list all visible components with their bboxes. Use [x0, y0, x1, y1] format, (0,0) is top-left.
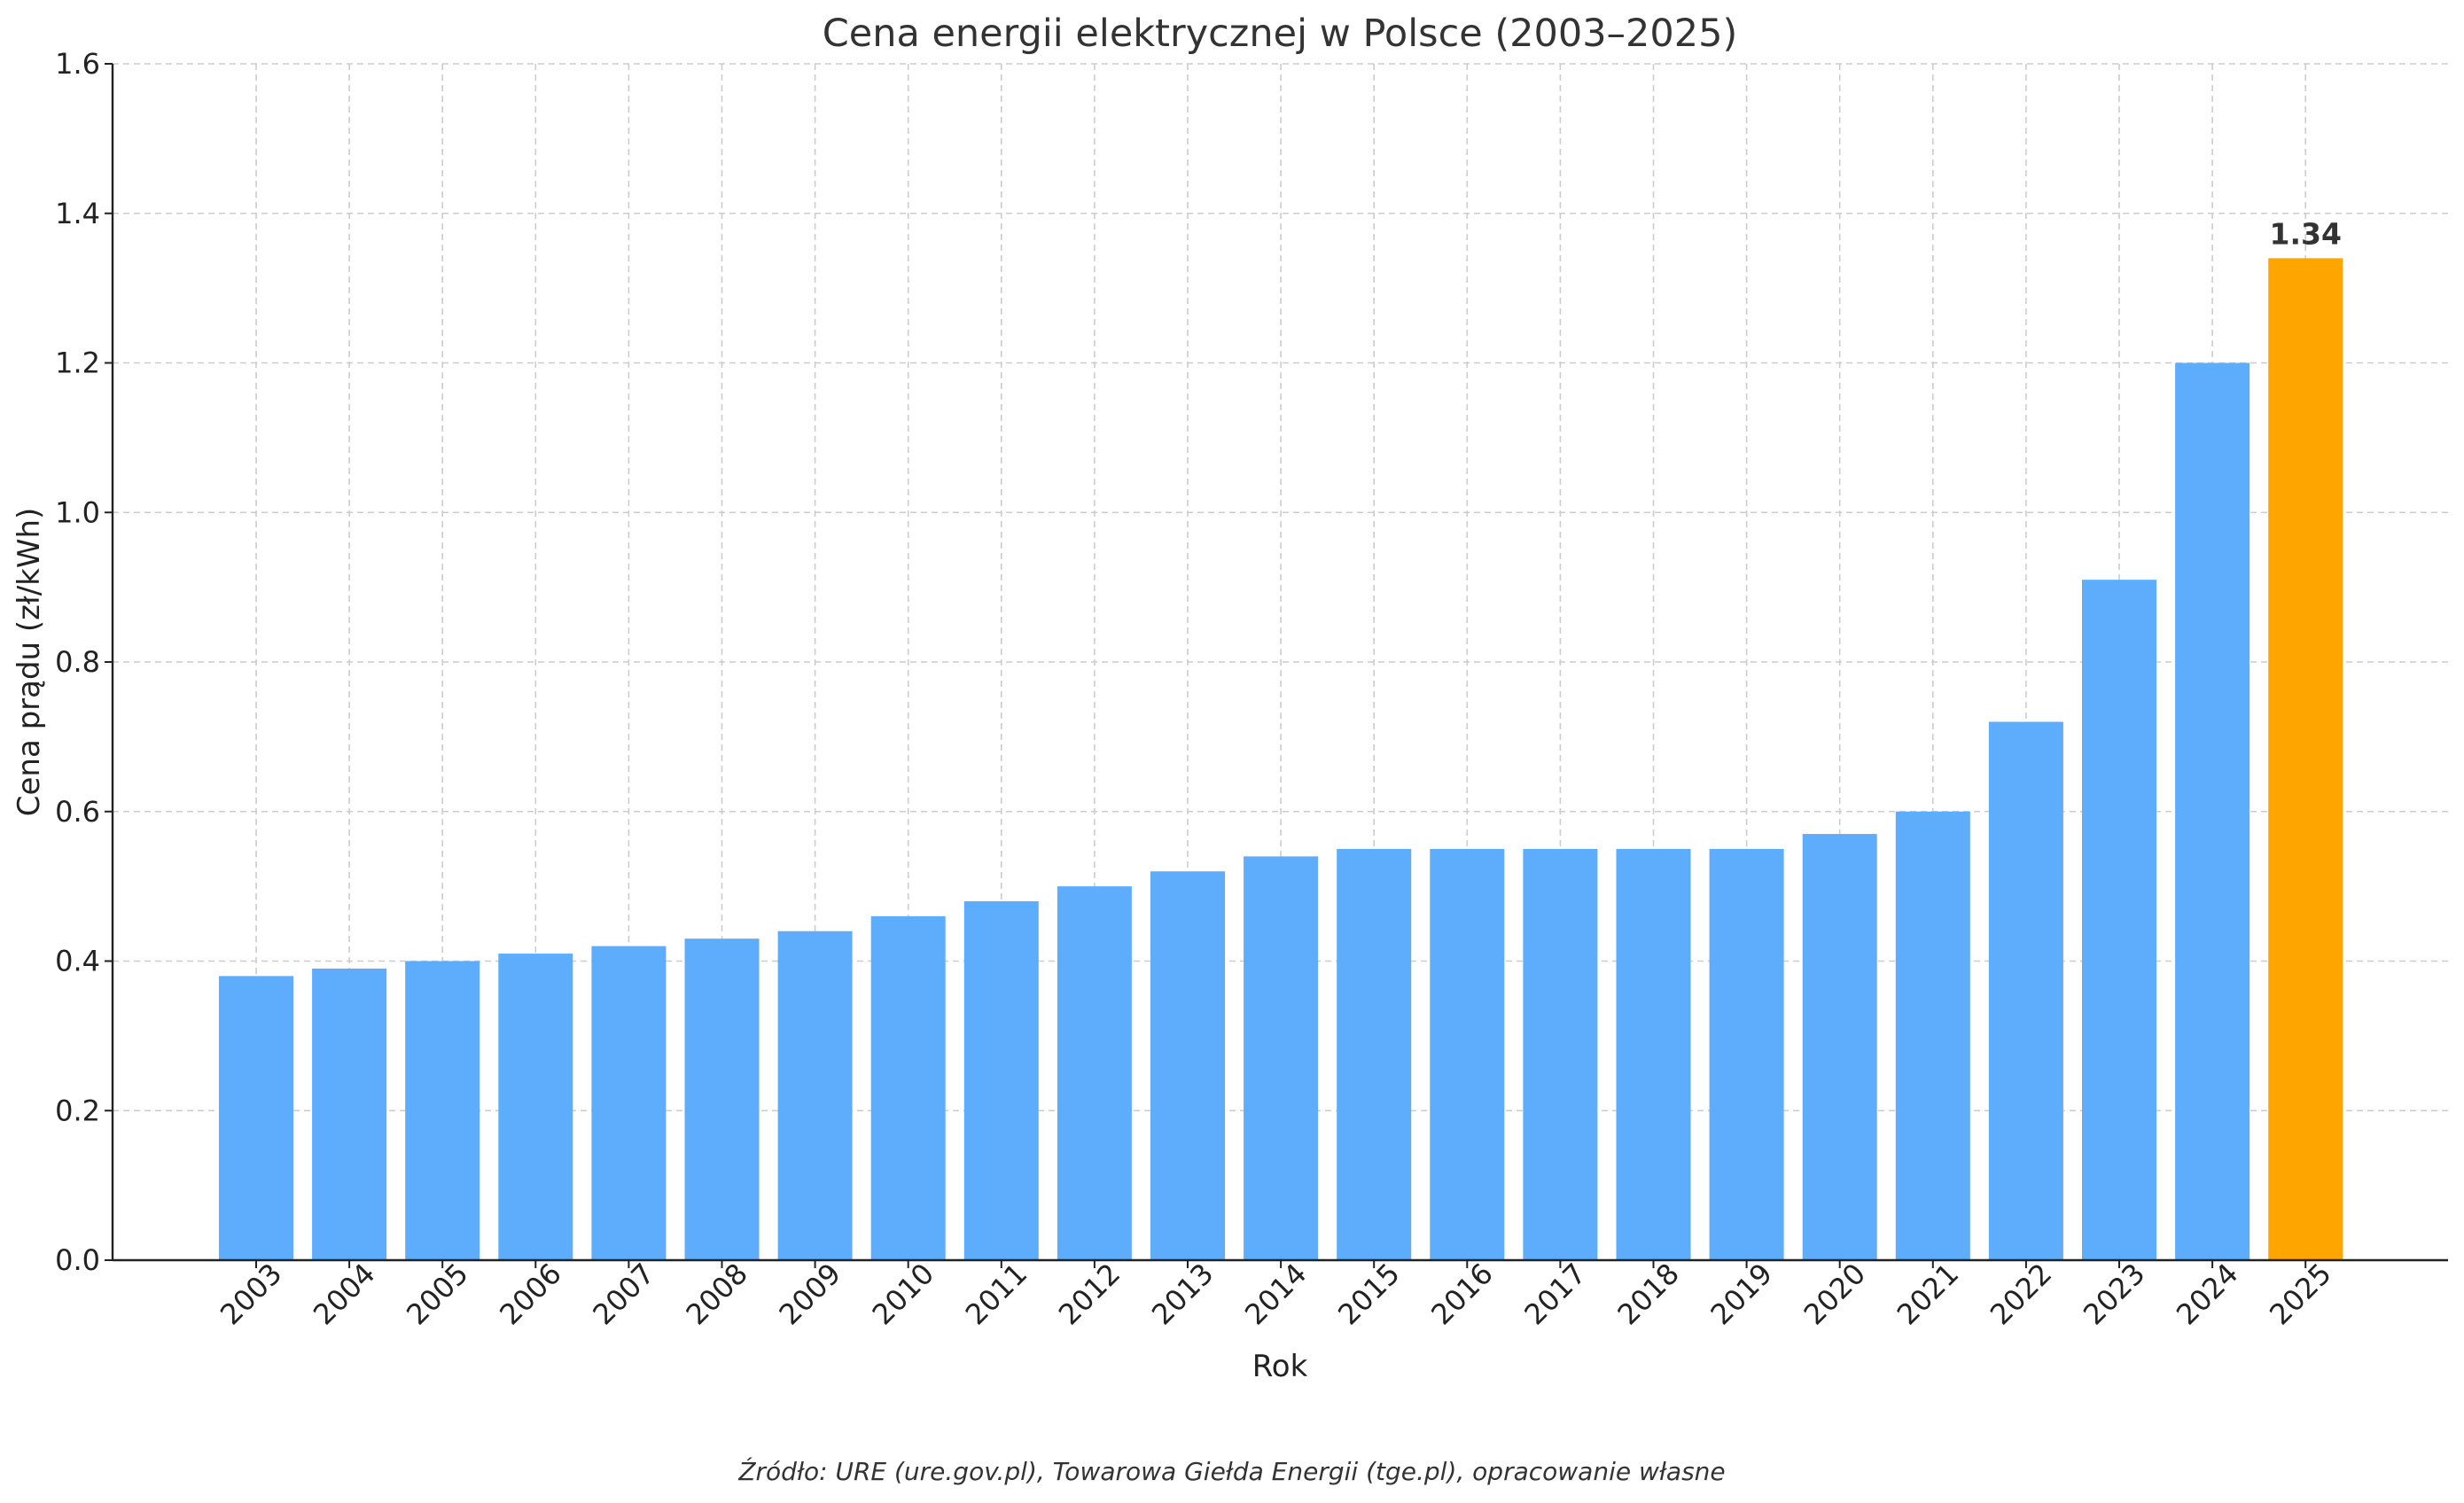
y-tick-label: 0.2 — [55, 1094, 100, 1127]
y-tick-label: 0.0 — [55, 1243, 100, 1277]
x-tick-label: 2024 — [2170, 1257, 2244, 1331]
x-tick-label: 2015 — [1331, 1257, 1406, 1331]
bar-2012 — [1057, 886, 1132, 1260]
x-tick-label: 2012 — [1052, 1257, 1127, 1331]
x-tick-label: 2017 — [1517, 1257, 1592, 1331]
bar-2011 — [963, 901, 1039, 1260]
bar-2017 — [1523, 848, 1598, 1260]
bar-2021 — [1895, 811, 1970, 1260]
annotations: 1.34 — [2269, 216, 2341, 251]
bar-2010 — [870, 915, 946, 1260]
y-tick-label: 1.2 — [55, 347, 100, 380]
x-tick-label: 2006 — [493, 1257, 567, 1331]
bar-2020 — [1802, 834, 1877, 1260]
x-tick-label: 2010 — [866, 1257, 940, 1331]
bar-2019 — [1709, 848, 1784, 1260]
y-tick-label: 1.4 — [55, 197, 100, 230]
chart-title: Cena energii elektrycznej w Polsce (2003… — [823, 12, 1738, 56]
bar-2022 — [1988, 721, 2063, 1260]
bar-2025 — [2268, 258, 2343, 1260]
x-tick-label: 2022 — [1984, 1257, 2058, 1331]
data-label-2025: 1.34 — [2269, 216, 2341, 251]
y-tick-label: 0.6 — [55, 795, 100, 829]
bar-2009 — [777, 931, 853, 1260]
x-tick-label: 2008 — [679, 1257, 753, 1331]
bar-2013 — [1150, 871, 1225, 1260]
y-ticks: 0.0 0.2 0.4 0.6 0.8 1.0 1.2 1.4 1.6 — [55, 47, 113, 1277]
y-tick-label: 0.4 — [55, 945, 100, 978]
x-tick-label: 2019 — [1704, 1257, 1779, 1331]
x-tick-label: 2016 — [1424, 1257, 1499, 1331]
bar-2007 — [591, 946, 667, 1260]
x-tick-label: 2023 — [2077, 1257, 2151, 1331]
x-ticks: 2003 2004 2005 2006 2007 2008 2009 2010 2011 2012… — [214, 1257, 2338, 1331]
source-note: Źródło: URE (ure.gov.pl), Towarowa Giełd… — [737, 1456, 1725, 1486]
x-tick-label: 2014 — [1238, 1257, 1313, 1331]
y-tick-label: 0.8 — [55, 645, 100, 679]
bar-2004 — [312, 968, 387, 1260]
bar-2005 — [405, 961, 480, 1260]
x-tick-label: 2009 — [773, 1257, 847, 1331]
x-tick-label: 2018 — [1610, 1257, 1685, 1331]
bar-2015 — [1337, 848, 1412, 1260]
grid — [113, 63, 2448, 1261]
y-tick-label: 1.6 — [55, 47, 100, 81]
bar-2003 — [219, 976, 293, 1260]
bar-2023 — [2082, 580, 2156, 1260]
x-tick-label: 2004 — [307, 1257, 381, 1331]
x-tick-label: 2020 — [1797, 1257, 1872, 1331]
x-tick-label: 2007 — [586, 1257, 660, 1331]
bar-2016 — [1430, 848, 1505, 1260]
bar-2014 — [1244, 856, 1319, 1260]
x-tick-label: 2005 — [400, 1257, 474, 1331]
x-tick-label: 2025 — [2263, 1257, 2337, 1331]
bar-2024 — [2175, 362, 2250, 1260]
bar-2006 — [498, 954, 573, 1260]
x-tick-label: 2013 — [1145, 1257, 1220, 1331]
x-tick-label: 2011 — [959, 1257, 1033, 1331]
y-tick-label: 1.0 — [55, 495, 100, 529]
x-axis-label: Rok — [1252, 1349, 1308, 1384]
bar-2008 — [684, 938, 760, 1260]
bars — [219, 258, 2343, 1260]
x-tick-label: 2021 — [1891, 1257, 1965, 1331]
x-tick-label: 2003 — [214, 1257, 288, 1331]
bar-2018 — [1616, 848, 1691, 1260]
y-axis-label: Cena prądu (zł/kWh) — [12, 508, 47, 817]
